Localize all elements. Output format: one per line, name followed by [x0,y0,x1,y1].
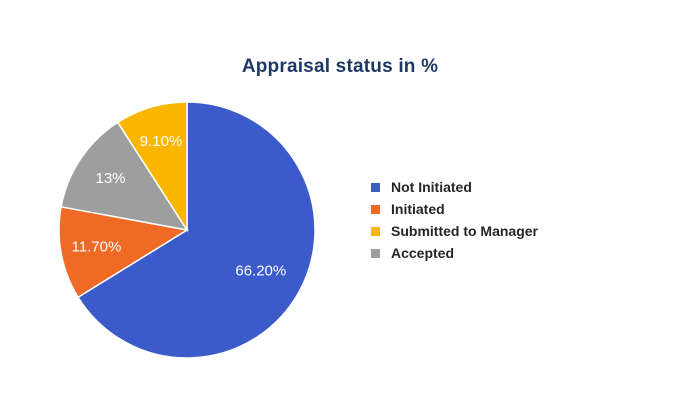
legend-swatch-not-initiated [371,182,380,192]
legend-swatch-initiated [371,204,380,214]
legend-item-accepted: Accepted [371,242,538,264]
data-label-accepted: 13% [95,170,125,187]
legend-swatch-submitted-to-manager [371,226,380,236]
chart-title: Appraisal status in % [241,56,439,77]
legend-swatch-accepted [371,248,380,258]
legend-item-initiated: Initiated [371,198,538,220]
pie-slice-initiated [58,205,190,299]
data-label-not-initiated: 66.20% [235,263,286,280]
legend-label: Submitted to Manager [391,223,539,239]
legend-item-submitted-to-manager: Submitted to Manager [371,220,538,242]
pie-slice-not-initiated [77,101,316,359]
data-label-initiated: 11.70% [72,239,122,256]
pie-slice-accepted [60,121,189,232]
legend: Not Initiated Initiated Submitted to Man… [371,176,538,264]
data-label-submitted-to-manager: 9.10% [140,133,183,150]
legend-item-not-initiated: Not Initiated [371,176,538,198]
legend-label: Not Initiated [391,179,472,195]
pie-slice-submitted-to-manager [116,101,188,233]
legend-label: Accepted [391,245,455,261]
legend-label: Initiated [391,201,445,217]
